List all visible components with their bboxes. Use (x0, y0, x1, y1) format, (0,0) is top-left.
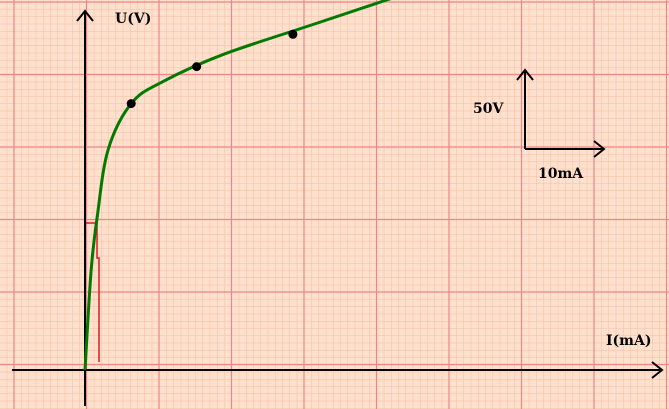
scale-indicator: 50V 10mA (473, 68, 606, 182)
data-point (288, 29, 298, 39)
data-point (192, 62, 202, 72)
y-axis-label: U(V) (115, 11, 151, 27)
scale-x-arrowhead (593, 140, 606, 158)
y-axis-arrowhead (76, 9, 94, 22)
scale-x-label: 10mA (538, 166, 584, 182)
scale-y-arrowhead (516, 68, 534, 81)
guide-lines (85, 222, 100, 362)
axes: U(V) I(mA) (12, 9, 664, 406)
data-point (126, 99, 136, 109)
x-axis-arrowhead (651, 361, 664, 379)
series-layer (83, 0, 392, 371)
guide-line (85, 222, 100, 362)
scale-y-label: 50V (473, 101, 504, 117)
x-axis-label: I(mA) (606, 333, 651, 349)
